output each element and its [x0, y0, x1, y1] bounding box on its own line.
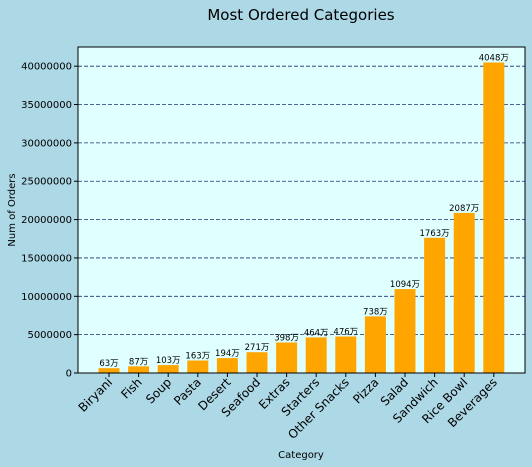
x-axis-label: Category [278, 450, 324, 461]
bar [157, 365, 179, 373]
y-tick-label: 40000000 [21, 62, 72, 73]
plot-area [77, 46, 526, 374]
x-tick-label: Fish [118, 375, 144, 401]
bars [98, 62, 505, 373]
bar-data-label: 476万 [333, 327, 358, 337]
bar-data-label: 464万 [304, 328, 329, 338]
y-tick-label: 0 [66, 369, 72, 380]
plot-frame [77, 46, 526, 374]
bar [483, 62, 505, 373]
y-tick-label: 20000000 [21, 215, 72, 226]
bar [305, 337, 327, 373]
grid-lines [78, 65, 525, 336]
y-axis-label: Num of Orders [7, 173, 18, 246]
bar [276, 342, 298, 373]
bar-data-label: 1763万 [420, 229, 450, 239]
y-axis-ticks: 0 5000000 10000000 15000000 20000000 25000000… [21, 62, 78, 380]
bar-data-label: 398万 [274, 333, 299, 343]
bar-data-label: 4048万 [479, 53, 509, 63]
bar-data-label: 2087万 [449, 204, 479, 214]
bar-data-label: 271万 [245, 343, 270, 353]
bar [128, 366, 150, 373]
bar-data-label: 738万 [363, 307, 388, 317]
bar [394, 289, 416, 373]
bar [424, 237, 446, 373]
bar-data-label: 194万 [215, 349, 240, 359]
y-tick-label: 25000000 [21, 177, 72, 188]
y-tick-label: 15000000 [21, 253, 72, 264]
y-tick-label: 30000000 [21, 138, 72, 149]
x-axis-ticks: Biryani FishSoupPastaDesertSeafoodExtrasS… [76, 373, 500, 442]
bar-data-label: 103万 [156, 356, 181, 366]
bar [98, 368, 120, 373]
bar-data-label: 87万 [129, 357, 148, 367]
y-tick-label: 35000000 [21, 100, 72, 111]
bar [187, 360, 209, 373]
x-tick-label: Biryani [76, 375, 116, 415]
bar [246, 352, 268, 373]
bar-data-label: 63万 [99, 359, 118, 369]
bar [453, 212, 475, 373]
bar [216, 358, 238, 373]
data-labels: 63万 87万 103万 163万 194万 271万 398万 464万 476万 738万 10… [99, 53, 509, 369]
bar-data-label: 163万 [185, 351, 210, 361]
y-tick-label: 10000000 [21, 292, 72, 303]
bar-data-label: 1094万 [390, 280, 420, 290]
chart-title: Most Ordered Categories [207, 6, 394, 24]
x-tick-label: Soup [143, 375, 174, 406]
y-tick-label: 5000000 [27, 330, 72, 341]
bar [335, 336, 357, 373]
bar [364, 316, 386, 373]
x-tick-label: Pizza [350, 375, 381, 406]
